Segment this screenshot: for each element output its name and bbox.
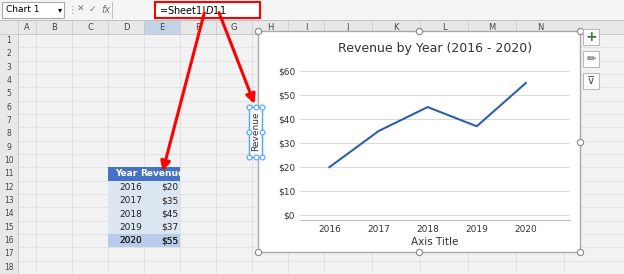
Text: F: F: [195, 22, 200, 32]
Text: 2020: 2020: [119, 236, 142, 245]
Text: 2016: 2016: [119, 183, 142, 192]
Text: $37: $37: [161, 223, 178, 232]
Text: ▾: ▾: [58, 5, 62, 15]
Bar: [249, 107, 262, 156]
Text: C: C: [87, 22, 93, 32]
Text: E: E: [159, 22, 165, 32]
Text: ✏: ✏: [587, 54, 596, 64]
Text: 17: 17: [4, 250, 14, 258]
Bar: [144, 167, 180, 181]
Text: 1: 1: [7, 36, 11, 45]
Bar: [583, 51, 599, 67]
Bar: [258, 31, 580, 252]
Bar: [144, 221, 180, 234]
Text: 14: 14: [4, 210, 14, 218]
Text: Year: Year: [115, 170, 137, 178]
Text: 9: 9: [7, 143, 11, 152]
Text: 2020: 2020: [119, 236, 142, 245]
Text: 18: 18: [4, 263, 14, 272]
Text: N: N: [537, 22, 543, 32]
Text: 13: 13: [4, 196, 14, 205]
Text: 2018: 2018: [119, 210, 142, 218]
Text: D: D: [123, 22, 129, 32]
Text: 2019: 2019: [119, 223, 142, 232]
Text: 2: 2: [7, 50, 11, 59]
Text: Revenue: Revenue: [140, 170, 184, 178]
Bar: [0, 34, 18, 274]
Text: ✕: ✕: [77, 5, 84, 14]
Bar: [108, 181, 144, 194]
Bar: [108, 234, 144, 247]
Bar: [0, 0, 624, 20]
Text: +: +: [585, 30, 597, 44]
Text: Chart 1: Chart 1: [6, 5, 39, 15]
Bar: [144, 194, 180, 207]
Text: H: H: [267, 22, 273, 32]
Text: 3: 3: [7, 63, 11, 72]
Bar: [108, 167, 144, 181]
Text: 15: 15: [4, 223, 14, 232]
Text: L: L: [442, 22, 446, 32]
Text: $55: $55: [161, 236, 178, 245]
Bar: [583, 29, 599, 45]
Text: Revenue: Revenue: [251, 112, 260, 151]
Text: $35: $35: [161, 196, 178, 205]
Text: ✓: ✓: [89, 5, 97, 14]
Text: $45: $45: [161, 210, 178, 218]
Bar: [108, 207, 144, 221]
Bar: [0, 20, 624, 34]
Text: 8: 8: [7, 130, 11, 138]
Bar: [144, 20, 180, 34]
Text: B: B: [51, 22, 57, 32]
Text: 2017: 2017: [119, 196, 142, 205]
Text: 10: 10: [4, 156, 14, 165]
Text: 6: 6: [7, 103, 11, 112]
Bar: [108, 234, 144, 247]
Text: 4: 4: [7, 76, 11, 85]
Text: =Sheet1!$D$11: =Sheet1!$D$11: [159, 4, 227, 16]
Bar: [108, 194, 144, 207]
Bar: [583, 73, 599, 89]
Text: 5: 5: [7, 90, 11, 98]
Text: M: M: [489, 22, 495, 32]
Text: ⊽: ⊽: [587, 76, 595, 86]
Bar: [2, 2, 64, 18]
Text: K: K: [393, 22, 399, 32]
Text: 7: 7: [7, 116, 11, 125]
Bar: [144, 181, 180, 194]
X-axis label: Axis Title: Axis Title: [411, 237, 459, 247]
Bar: [144, 234, 180, 247]
Text: $55: $55: [161, 236, 178, 245]
Bar: [144, 234, 180, 247]
Bar: [155, 2, 260, 18]
Text: 16: 16: [4, 236, 14, 245]
Bar: [108, 221, 144, 234]
Bar: [144, 207, 180, 221]
Text: G: G: [231, 22, 237, 32]
Text: ⋮: ⋮: [68, 5, 78, 15]
Text: 12: 12: [4, 183, 14, 192]
Text: J: J: [347, 22, 349, 32]
Text: fx: fx: [101, 5, 110, 15]
Title: Revenue by Year (2016 - 2020): Revenue by Year (2016 - 2020): [338, 42, 532, 55]
Text: $20: $20: [161, 183, 178, 192]
Text: A: A: [24, 22, 30, 32]
Text: I: I: [305, 22, 307, 32]
Text: 11: 11: [4, 170, 14, 178]
